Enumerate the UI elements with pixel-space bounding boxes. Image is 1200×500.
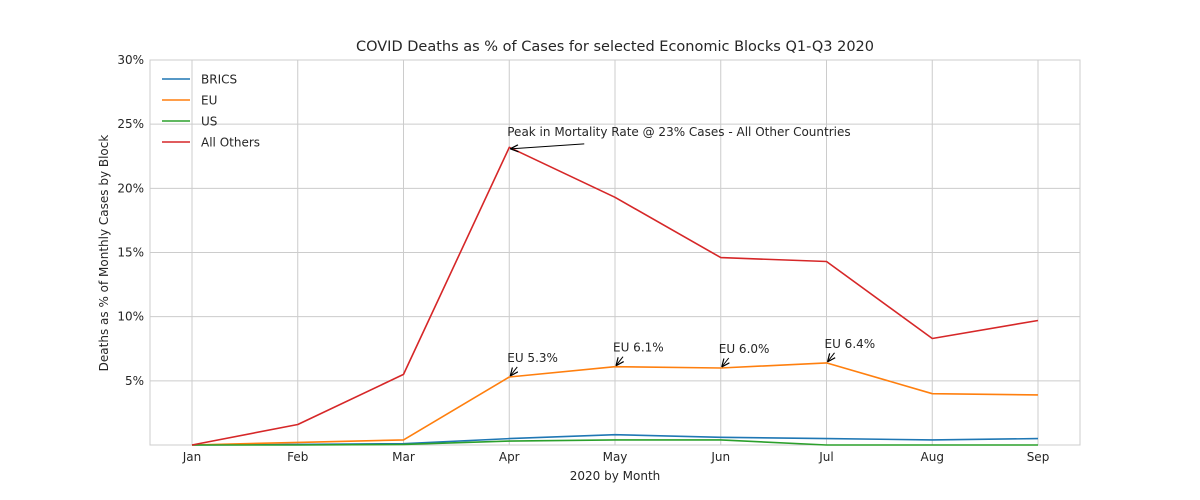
x-tick-label: Jun xyxy=(710,450,730,464)
y-tick-label: 10% xyxy=(117,310,144,324)
annotation-arrow xyxy=(510,366,517,376)
annotation-arrow xyxy=(722,357,729,367)
x-tick-label: Apr xyxy=(499,450,520,464)
x-tick-label: Aug xyxy=(921,450,944,464)
y-axis-ticks: 5% 10% 15% 20% 25% 30% xyxy=(117,53,144,388)
annotations: Peak in Mortality Rate @ 23% Cases - All… xyxy=(507,125,875,376)
y-tick-label: 30% xyxy=(117,53,144,67)
y-tick-label: 15% xyxy=(117,246,144,260)
grid xyxy=(150,59,1080,445)
annotation-arrow xyxy=(510,143,585,149)
series-line-all-others xyxy=(191,146,1039,446)
x-tick-label: Feb xyxy=(287,450,308,464)
x-tick-label: May xyxy=(603,450,628,464)
chart-title: COVID Deaths as % of Cases for selected … xyxy=(356,39,874,55)
annotation-label: EU 6.0% xyxy=(719,342,770,356)
series-lines xyxy=(191,146,1039,446)
annotation-label: EU 5.3% xyxy=(507,351,558,365)
x-tick-label: Mar xyxy=(392,450,415,464)
annotation-label: EU 6.4% xyxy=(825,337,876,351)
y-tick-label: 20% xyxy=(117,181,144,195)
legend: BRICS EU US All Others xyxy=(162,73,260,150)
x-tick-label: Sep xyxy=(1027,450,1050,464)
annotation-arrow xyxy=(616,356,623,366)
y-tick-label: 25% xyxy=(117,117,144,131)
series-line-us xyxy=(192,439,1038,446)
y-axis-label: Deaths as % of Monthly Cases by Block xyxy=(97,135,111,372)
legend-label: All Others xyxy=(201,136,260,150)
plot-area xyxy=(149,59,1081,446)
x-tick-label: Jan xyxy=(182,450,202,464)
series-line-eu xyxy=(191,362,1039,446)
legend-label: BRICS xyxy=(201,73,237,87)
x-axis-label: 2020 by Month xyxy=(570,469,661,483)
x-axis-ticks: Jan Feb Mar Apr May Jun Jul Aug Sep xyxy=(182,450,1050,464)
y-tick-label: 5% xyxy=(125,374,144,388)
annotation-label: EU 6.1% xyxy=(613,341,664,355)
x-tick-label: Jul xyxy=(818,450,833,464)
legend-label: US xyxy=(201,115,217,129)
legend-label: EU xyxy=(201,94,217,108)
annotation-arrow xyxy=(828,352,835,362)
annotation-label: Peak in Mortality Rate @ 23% Cases - All… xyxy=(507,125,850,139)
